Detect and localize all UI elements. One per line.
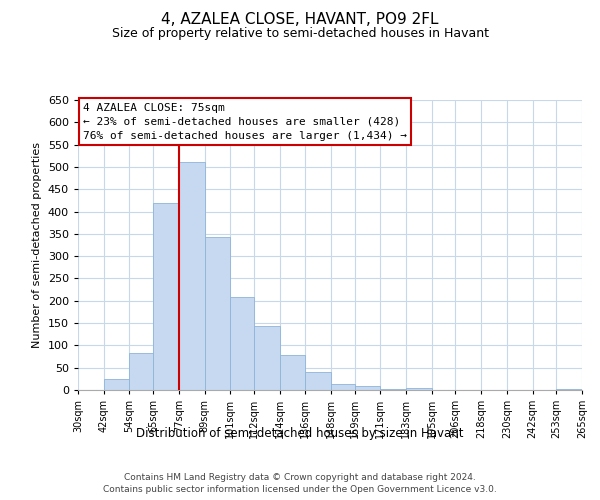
Bar [305,372,331,390]
Y-axis label: Number of semi-detached properties: Number of semi-detached properties [32,142,42,348]
Bar [380,389,406,390]
Bar [130,353,153,390]
Text: Contains HM Land Registry data © Crown copyright and database right 2024.: Contains HM Land Registry data © Crown c… [124,472,476,482]
Bar [406,388,432,390]
Bar [179,162,205,390]
Bar [254,326,280,390]
Text: Size of property relative to semi-detached houses in Havant: Size of property relative to semi-detach… [112,28,488,40]
Text: Contains public sector information licensed under the Open Government Licence v3: Contains public sector information licen… [103,485,497,494]
Bar [355,386,380,390]
Bar [230,297,254,390]
Bar [331,384,355,390]
Bar [205,237,230,390]
Bar [153,202,179,390]
Bar [556,388,582,390]
Bar [104,379,130,390]
Text: Distribution of semi-detached houses by size in Havant: Distribution of semi-detached houses by … [136,428,464,440]
Bar [280,355,305,390]
Text: 4, AZALEA CLOSE, HAVANT, PO9 2FL: 4, AZALEA CLOSE, HAVANT, PO9 2FL [161,12,439,28]
Text: 4 AZALEA CLOSE: 75sqm
← 23% of semi-detached houses are smaller (428)
76% of sem: 4 AZALEA CLOSE: 75sqm ← 23% of semi-deta… [83,103,407,141]
